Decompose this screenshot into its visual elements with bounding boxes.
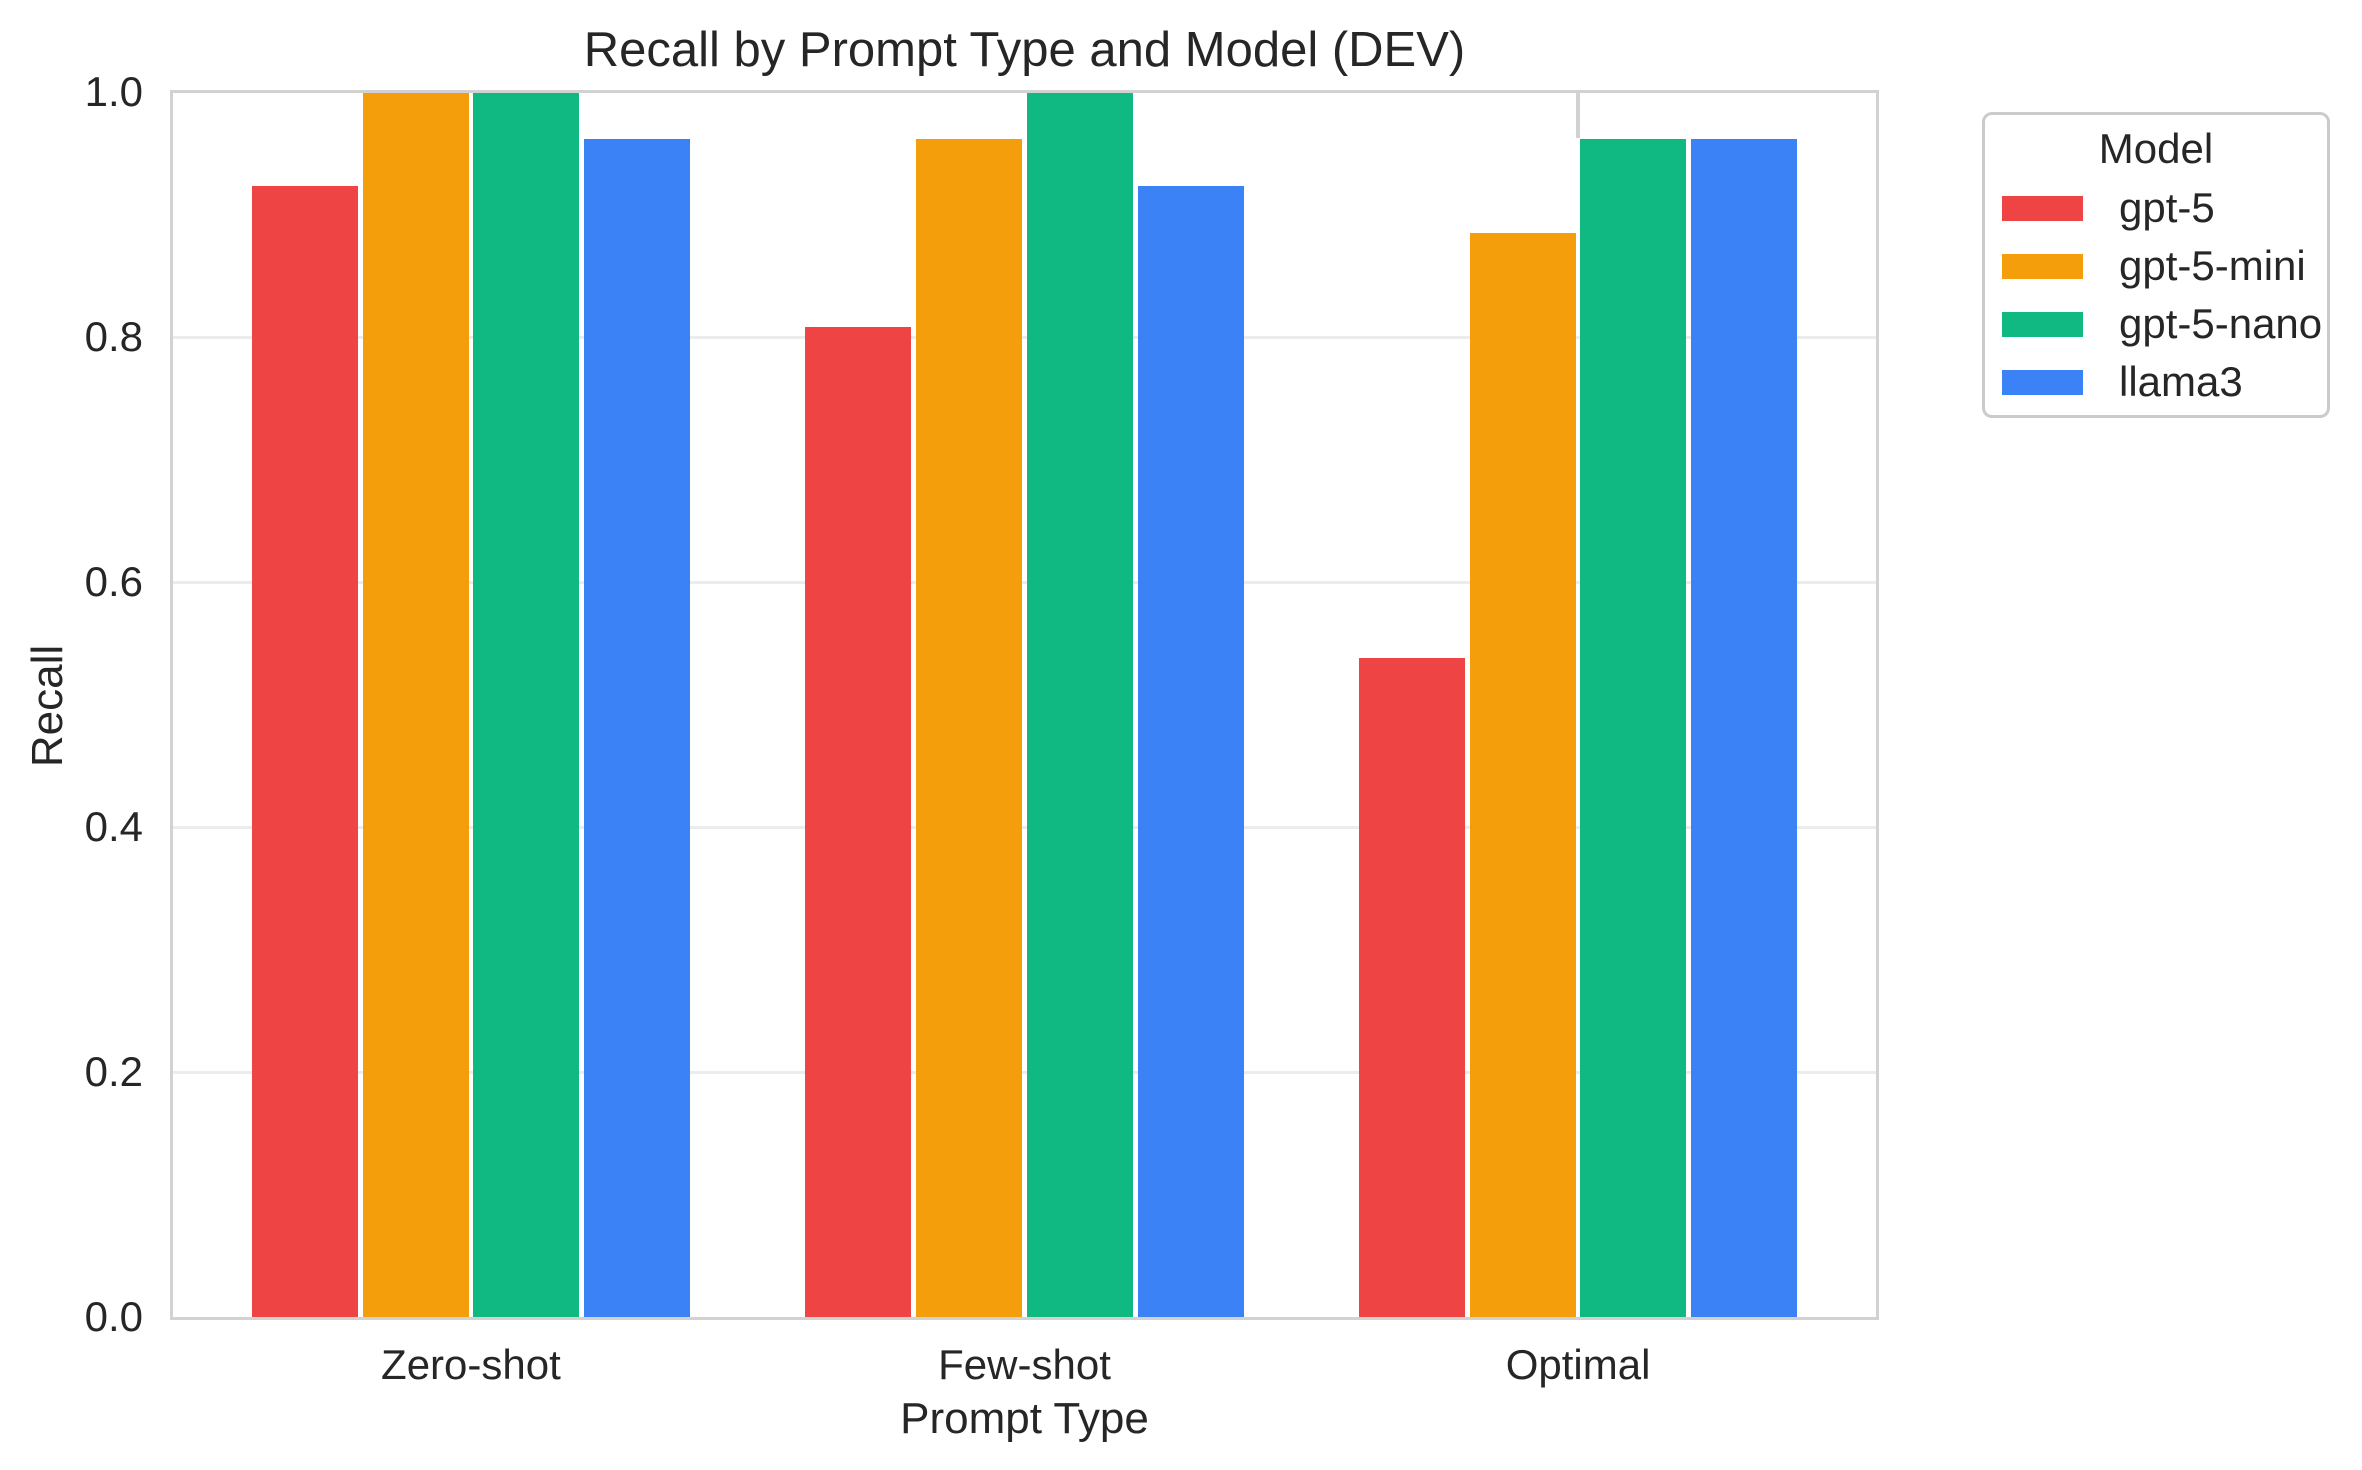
y-tick-label-0.0: 0.0 xyxy=(84,1293,143,1340)
right-spine xyxy=(1876,90,1879,1320)
legend-item-gpt-5-mini: gpt-5-mini xyxy=(2002,237,2327,295)
bottom-spine xyxy=(170,1317,1879,1320)
bar-llama3-Few-shot xyxy=(1137,186,1244,1317)
y-tick-label-1.0: 1.0 xyxy=(84,68,143,115)
top-spine xyxy=(170,90,1879,93)
x-tick-label-Few-shot: Few-shot xyxy=(938,1341,1111,1388)
plot-area xyxy=(172,92,1877,1317)
legend-item-label: llama3 xyxy=(2119,358,2243,405)
bar-gpt-5-mini-Optimal xyxy=(1469,232,1576,1317)
gridline-y-0.2 xyxy=(172,1071,1877,1074)
bar-llama3-Optimal xyxy=(1691,138,1798,1317)
gridline-y-0.6 xyxy=(172,581,1877,584)
legend-items: gpt-5 gpt-5-mini gpt-5-nano llama3 xyxy=(2002,179,2327,411)
bar-gpt-5-Optimal xyxy=(1359,657,1465,1317)
legend-swatch-llama3 xyxy=(2002,369,2083,395)
gridline-y-0.8 xyxy=(172,336,1877,339)
legend-swatch-gpt-5 xyxy=(2002,195,2083,221)
y-tick-label-0.8: 0.8 xyxy=(84,313,143,360)
y-axis-label: Recall xyxy=(23,644,72,768)
legend-item-label: gpt-5-nano xyxy=(2119,300,2323,347)
top-tick-mark xyxy=(1576,92,1581,138)
x-axis-label: Prompt Type xyxy=(900,1394,1149,1443)
bar-gpt-5-mini-Few-shot xyxy=(916,138,1023,1317)
bar-llama3-Zero-shot xyxy=(584,138,690,1317)
legend-item-gpt-5: gpt-5 xyxy=(2002,179,2327,237)
bar-gpt-5-Zero-shot xyxy=(251,186,358,1317)
x-tick-label-Optimal: Optimal xyxy=(1505,1341,1651,1388)
bar-gpt-5-mini-Zero-shot xyxy=(362,92,469,1317)
legend-item-label: gpt-5-mini xyxy=(2119,242,2306,289)
gridline-y-0.4 xyxy=(172,826,1877,829)
bar-gpt-5-Few-shot xyxy=(805,327,912,1317)
bar-gpt-5-nano-Few-shot xyxy=(1026,92,1133,1317)
legend-title: Model xyxy=(2098,125,2214,172)
x-tick-label-Zero-shot: Zero-shot xyxy=(381,1341,561,1388)
legend-item-gpt-5-nano: gpt-5-nano xyxy=(2002,295,2327,353)
chart-title: Recall by Prompt Type and Model (DEV) xyxy=(583,23,1466,77)
legend-item-label: gpt-5 xyxy=(2119,184,2215,231)
legend: Model gpt-5 gpt-5-mini gpt-5-nano llama3 xyxy=(1982,112,2330,418)
y-tick-label-0.4: 0.4 xyxy=(84,803,143,850)
y-tick-label-0.6: 0.6 xyxy=(84,558,143,605)
legend-swatch-gpt-5-nano xyxy=(2002,311,2083,337)
left-spine xyxy=(170,90,173,1320)
legend-item-llama3: llama3 xyxy=(2002,353,2327,411)
y-tick-label-0.2: 0.2 xyxy=(84,1048,143,1095)
bar-gpt-5-nano-Optimal xyxy=(1580,138,1687,1317)
legend-swatch-gpt-5-mini xyxy=(2002,253,2083,279)
bar-gpt-5-nano-Zero-shot xyxy=(473,92,580,1317)
